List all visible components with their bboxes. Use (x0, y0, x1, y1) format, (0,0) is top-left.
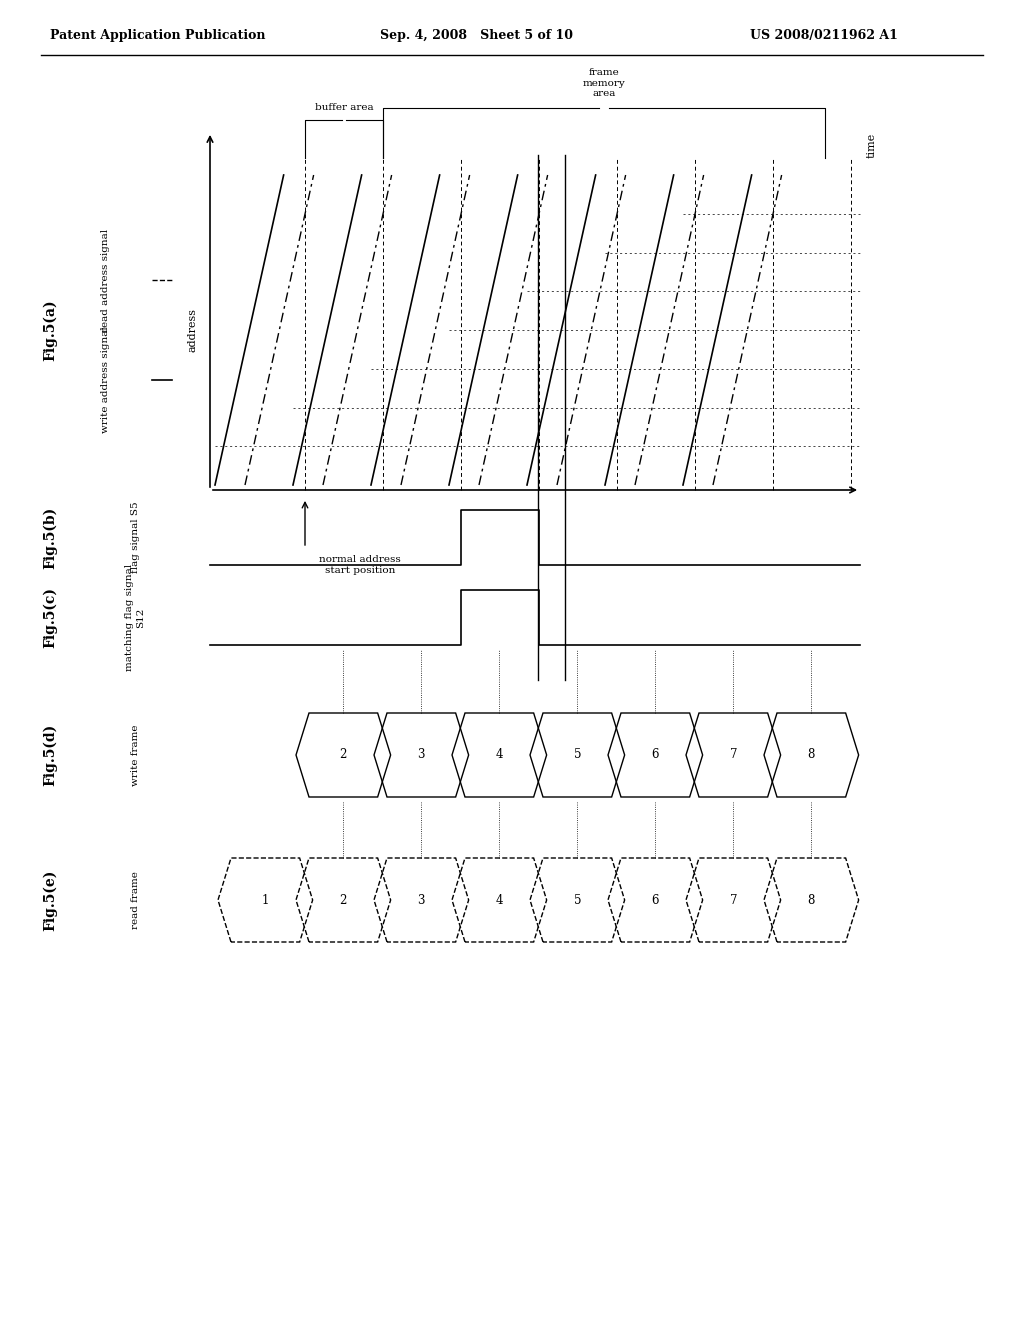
Text: buffer area: buffer area (314, 103, 374, 112)
Text: 7: 7 (729, 748, 737, 762)
Text: Fig.5(e): Fig.5(e) (43, 870, 57, 931)
Text: 8: 8 (808, 748, 815, 762)
Text: read frame: read frame (130, 871, 139, 929)
Text: Fig.5(d): Fig.5(d) (43, 723, 57, 787)
Text: US 2008/0211962 A1: US 2008/0211962 A1 (750, 29, 898, 41)
Text: 3: 3 (418, 748, 425, 762)
Text: normal address
start position: normal address start position (319, 556, 400, 574)
Text: 3: 3 (418, 894, 425, 907)
Text: address: address (187, 308, 197, 352)
Text: 6: 6 (651, 894, 659, 907)
Text: Fig.5(c): Fig.5(c) (43, 587, 57, 648)
Text: 1: 1 (262, 894, 269, 907)
Text: 8: 8 (808, 894, 815, 907)
Text: 6: 6 (651, 748, 659, 762)
Text: flag signal S5: flag signal S5 (130, 502, 139, 573)
Text: Sep. 4, 2008   Sheet 5 of 10: Sep. 4, 2008 Sheet 5 of 10 (380, 29, 573, 41)
Text: write address signal: write address signal (100, 326, 110, 433)
Text: Patent Application Publication: Patent Application Publication (50, 29, 265, 41)
Text: 4: 4 (496, 748, 503, 762)
Text: 2: 2 (340, 748, 347, 762)
Text: 4: 4 (496, 894, 503, 907)
Text: write frame: write frame (130, 725, 139, 785)
Text: 5: 5 (573, 894, 581, 907)
Text: frame
memory
area: frame memory area (583, 69, 626, 98)
Text: 2: 2 (340, 894, 347, 907)
Text: Fig.5(a): Fig.5(a) (43, 300, 57, 360)
Text: Fig.5(b): Fig.5(b) (43, 507, 57, 569)
Text: time: time (867, 132, 877, 157)
Text: 5: 5 (573, 748, 581, 762)
Text: 7: 7 (729, 894, 737, 907)
Text: matching flag signal
S12: matching flag signal S12 (125, 564, 144, 671)
Text: read address signal: read address signal (100, 228, 110, 331)
